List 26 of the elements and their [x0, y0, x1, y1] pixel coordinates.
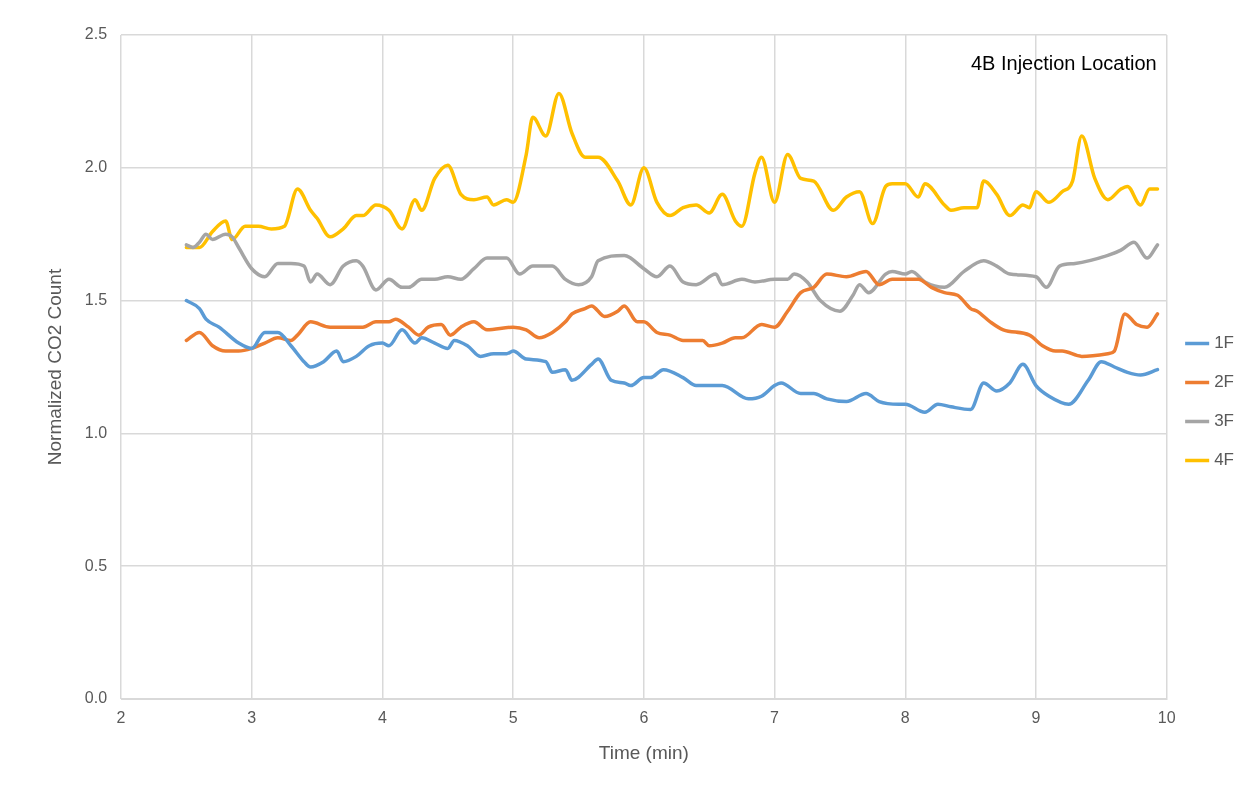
y-tick-label: 2.0: [84, 158, 108, 176]
legend-label: 2F: [1214, 372, 1234, 392]
y-tick-label: 1.0: [84, 423, 108, 441]
line-series: [184, 269, 1160, 359]
y-tick-label: 1.5: [84, 291, 108, 309]
x-tick-label: 6: [639, 709, 649, 727]
y-axis-title: Normalized CO2 Count: [43, 268, 65, 466]
y-tick-label: 2.5: [84, 25, 108, 43]
x-tick-label: 5: [508, 709, 518, 727]
line-series: [184, 298, 1160, 414]
line-series: [184, 232, 1160, 313]
x-tick-label: 9: [1031, 709, 1041, 727]
x-tick-label: 2: [116, 709, 126, 727]
x-axis-title: Time (min): [598, 741, 689, 763]
legend-label: 3F: [1214, 411, 1234, 431]
line-series: [184, 91, 1160, 250]
x-tick-label: 10: [1157, 709, 1176, 727]
legend-label: 4F: [1214, 450, 1234, 470]
x-tick-label: 4: [377, 709, 387, 727]
legend-label: 1F: [1214, 333, 1234, 353]
x-tick-label: 3: [247, 709, 257, 727]
x-tick-label: 8: [900, 709, 910, 727]
y-tick-label: 0.0: [84, 689, 108, 707]
x-tick-label: 7: [770, 709, 780, 727]
text: 4B Injection Location: [970, 51, 1157, 74]
y-tick-label: 0.5: [84, 556, 108, 574]
